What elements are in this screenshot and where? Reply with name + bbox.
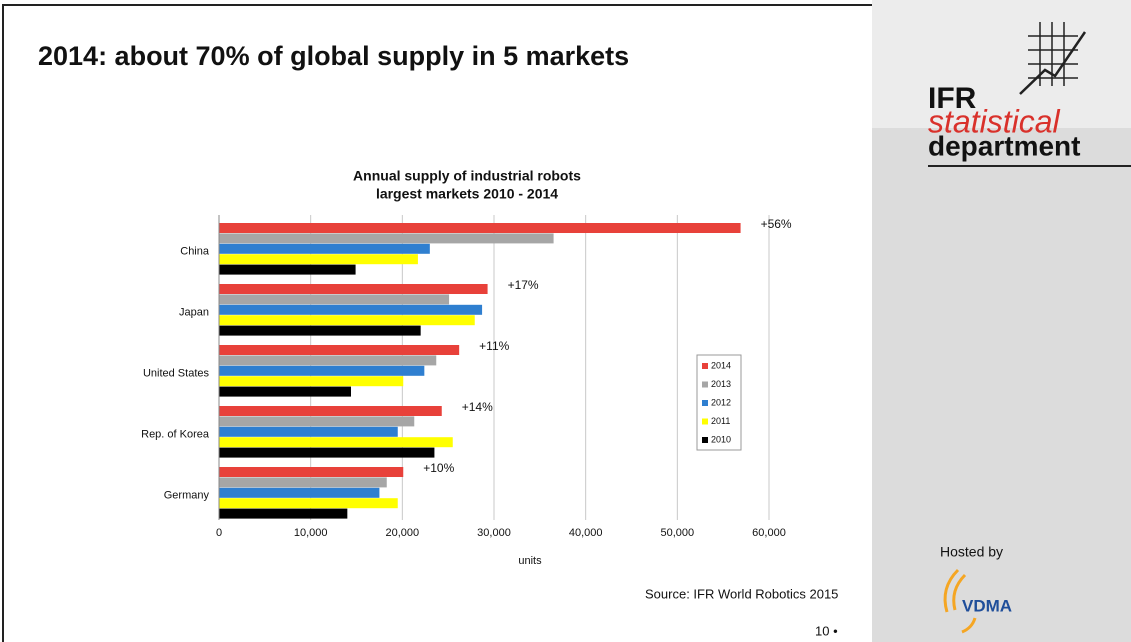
bar [219, 254, 418, 265]
bar [219, 426, 398, 437]
y-tick-label: United States [143, 368, 210, 380]
legend-label: 2013 [711, 379, 731, 389]
y-tick-label: Rep. of Korea [141, 429, 210, 441]
bar [219, 315, 475, 326]
bar [219, 304, 483, 315]
bar [219, 416, 415, 427]
bar [219, 223, 741, 233]
x-tick-label: 50,000 [661, 527, 695, 539]
annotation: +14% [462, 400, 493, 414]
x-tick-label: 60,000 [752, 527, 786, 539]
bar [219, 376, 404, 387]
legend-label: 2014 [711, 360, 731, 370]
chart-title: Annual supply of industrial robots [353, 168, 581, 184]
bar [219, 365, 425, 376]
annotation: +10% [423, 461, 454, 475]
bar [219, 498, 398, 509]
y-tick-label: China [180, 246, 210, 258]
x-tick-label: 20,000 [386, 527, 420, 539]
legend-label: 2012 [711, 397, 731, 407]
bar [219, 284, 488, 294]
vdma-label: VDMA [962, 596, 1012, 615]
bar [219, 294, 450, 305]
bar [219, 243, 430, 254]
x-tick-label: 10,000 [294, 527, 328, 539]
legend-swatch [702, 363, 708, 369]
logo-ifr: IFR [928, 82, 977, 115]
bar [219, 477, 387, 488]
bar [219, 467, 404, 477]
y-tick-label: Germany [164, 490, 210, 502]
slide-title: 2014: about 70% of global supply in 5 ma… [38, 41, 629, 71]
legend-swatch [702, 400, 708, 406]
bar [219, 386, 351, 397]
legend-swatch [702, 437, 708, 443]
bar [219, 487, 380, 498]
page-number: 10 • [815, 623, 838, 638]
slide-border [2, 4, 872, 642]
bar [219, 437, 453, 448]
bar [219, 345, 460, 355]
bar [219, 233, 554, 244]
x-tick-label: 30,000 [477, 527, 511, 539]
annotation: +11% [479, 339, 509, 353]
bar [219, 325, 421, 336]
source: Source: IFR World Robotics 2015 [645, 586, 838, 601]
chart-subtitle: largest markets 2010 - 2014 [376, 186, 558, 202]
ifr-grid-icon [1019, 22, 1087, 95]
legend-swatch [702, 381, 708, 388]
y-tick-label: Japan [179, 307, 209, 319]
hosted-by: Hosted by [940, 544, 1003, 560]
legend-swatch [702, 418, 708, 425]
x-tick-label: 0 [216, 527, 222, 539]
bar [219, 264, 356, 275]
logo-department: department [928, 130, 1080, 161]
bar [219, 355, 437, 366]
bar [219, 406, 442, 416]
annotation: +56% [761, 217, 792, 231]
legend-label: 2010 [711, 434, 731, 444]
x-axis-label: units [518, 555, 542, 567]
logo-statistical: statistical [928, 103, 1060, 139]
legend-label: 2011 [711, 416, 730, 426]
bar [219, 508, 348, 519]
logo-area [872, 0, 1131, 128]
annotation: +17% [508, 278, 539, 292]
vdma-icon [943, 568, 977, 634]
bar [219, 447, 435, 458]
x-tick-label: 40,000 [569, 527, 603, 539]
